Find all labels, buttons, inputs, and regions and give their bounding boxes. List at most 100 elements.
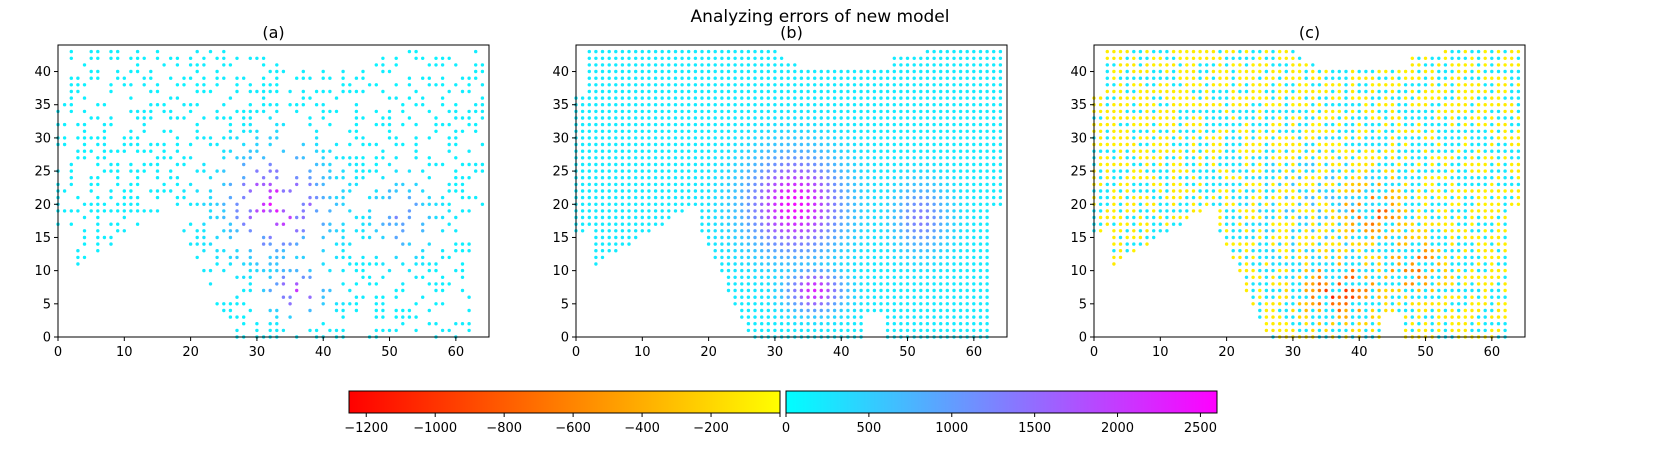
scatter-point	[1171, 195, 1176, 200]
scatter-point	[202, 89, 206, 94]
scatter-point	[1191, 122, 1196, 127]
scatter-point	[1178, 83, 1182, 87]
scatter-point	[580, 149, 585, 153]
scatter-point	[925, 176, 930, 180]
scatter-point	[594, 209, 598, 213]
scatter-point	[779, 242, 784, 246]
scatter-point	[308, 182, 312, 187]
scatter-point	[321, 109, 325, 114]
scatter-point	[1377, 322, 1381, 326]
scatter-point	[1118, 215, 1123, 220]
scatter-point	[195, 122, 199, 127]
scatter-point	[627, 76, 631, 80]
scatter-point	[945, 195, 949, 200]
scatter-point	[82, 142, 87, 147]
scatter-point	[1271, 262, 1275, 266]
scatter-point	[387, 96, 392, 100]
scatter-point	[859, 315, 863, 319]
scatter-point	[793, 116, 797, 120]
scatter-point	[1112, 122, 1116, 127]
scatter-point	[766, 189, 770, 193]
scatter-point	[720, 156, 724, 160]
scatter-point	[786, 268, 790, 273]
scatter-point	[733, 69, 737, 74]
scatter-point	[587, 169, 591, 173]
scatter-point	[354, 116, 359, 120]
scatter-point	[852, 195, 857, 200]
scatter-point	[1271, 109, 1275, 114]
scatter-point	[261, 288, 266, 293]
scatter-point	[972, 209, 976, 213]
scatter-point	[846, 162, 850, 167]
scatter-point	[760, 222, 764, 226]
scatter-point	[985, 288, 989, 293]
scatter-point	[733, 169, 737, 173]
scatter-point	[89, 56, 93, 60]
scatter-point	[1105, 176, 1110, 180]
scatter-point	[806, 142, 810, 147]
scatter-point	[122, 76, 127, 80]
scatter-point	[1258, 249, 1262, 253]
scatter-point	[687, 162, 691, 167]
scatter-point	[733, 89, 737, 94]
scatter-point	[965, 83, 969, 87]
scatter-point	[354, 282, 359, 286]
scatter-point	[580, 182, 585, 187]
scatter-point	[720, 182, 724, 187]
subplot-title: (a)	[262, 23, 284, 42]
scatter-point	[706, 222, 711, 226]
scatter-point	[1317, 182, 1322, 187]
scatter-point	[958, 302, 963, 306]
scatter-point	[1118, 69, 1123, 74]
scatter-point	[1191, 116, 1196, 120]
scatter-point	[958, 69, 963, 74]
scatter-point	[892, 83, 896, 87]
scatter-point	[779, 255, 784, 260]
scatter-point	[726, 275, 731, 279]
scatter-point	[1264, 169, 1269, 173]
scatter-point	[1158, 162, 1163, 167]
scatter-point	[958, 129, 963, 133]
scatter-point	[799, 295, 804, 299]
scatter-point	[600, 162, 605, 167]
scatter-point	[1370, 209, 1375, 213]
scatter-point	[627, 136, 631, 140]
scatter-point	[753, 182, 757, 187]
scatter-point	[634, 162, 638, 167]
scatter-point	[885, 222, 890, 226]
scatter-point	[819, 169, 823, 173]
scatter-point	[713, 63, 717, 67]
scatter-point	[1337, 136, 1342, 140]
scatter-point	[607, 162, 611, 167]
scatter-point	[647, 142, 651, 147]
scatter-point	[381, 275, 385, 279]
scatter-point	[1304, 142, 1308, 147]
scatter-point	[1105, 103, 1110, 107]
scatter-point	[1125, 103, 1129, 107]
scatter-point	[1244, 182, 1249, 187]
scatter-point	[76, 149, 80, 153]
scatter-point	[1132, 116, 1136, 120]
scatter-point	[1125, 149, 1129, 153]
scatter-point	[1251, 262, 1255, 266]
scatter-point	[1331, 162, 1335, 167]
scatter-point	[600, 255, 605, 260]
scatter-point	[454, 182, 458, 187]
scatter-point	[859, 282, 863, 286]
scatter-point	[740, 288, 744, 293]
scatter-point	[1390, 275, 1395, 279]
scatter-point	[76, 156, 80, 160]
scatter-point	[859, 235, 863, 240]
scatter-point	[687, 96, 691, 100]
scatter-point	[952, 229, 956, 233]
scatter-point	[647, 56, 651, 60]
scatter-point	[1271, 103, 1275, 107]
scatter-point	[1165, 202, 1169, 206]
scatter-point	[733, 136, 737, 140]
scatter-point	[687, 149, 691, 153]
scatter-point	[945, 116, 949, 120]
scatter-point	[1304, 129, 1308, 133]
scatter-point	[793, 76, 797, 80]
scatter-point	[1244, 122, 1249, 127]
